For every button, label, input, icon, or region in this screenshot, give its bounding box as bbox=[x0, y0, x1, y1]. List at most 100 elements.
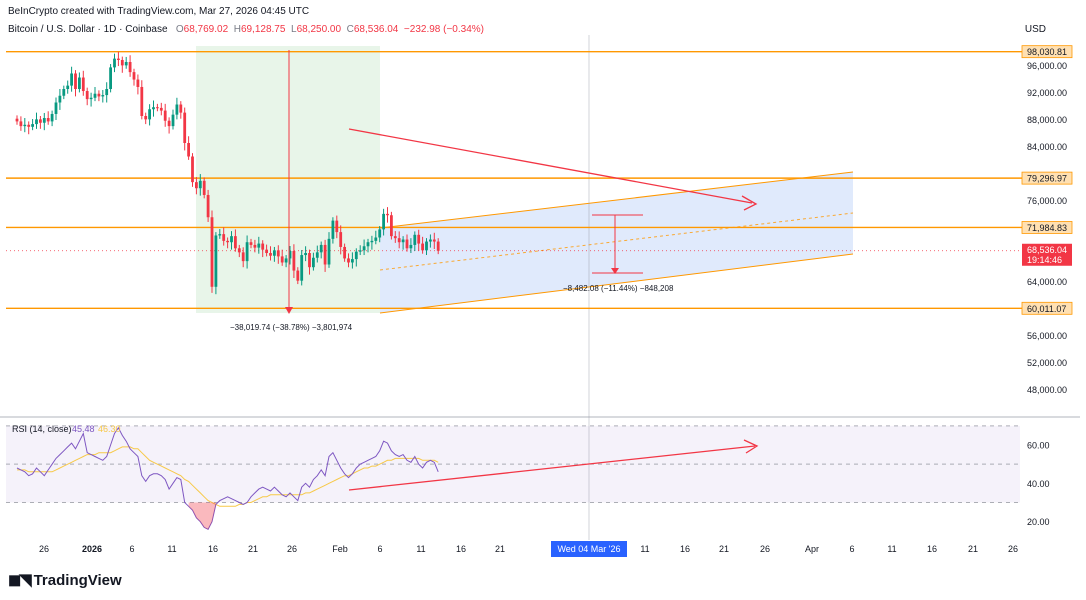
candle-body bbox=[15, 118, 19, 122]
rsi-trend-arrowhead bbox=[743, 439, 759, 454]
candle-body bbox=[144, 116, 148, 120]
candle-body bbox=[214, 235, 218, 287]
candle-body bbox=[378, 229, 382, 238]
candle-body bbox=[109, 67, 112, 89]
candle-body bbox=[245, 242, 249, 262]
candle-body bbox=[210, 217, 214, 287]
candle-body bbox=[319, 244, 323, 253]
candle-body bbox=[335, 220, 339, 233]
time-axis-tick: 2026 bbox=[82, 544, 102, 554]
candle-body bbox=[159, 107, 163, 111]
measure-range-arrowhead bbox=[611, 268, 619, 274]
candle-body bbox=[300, 255, 304, 281]
rsi-trend-arrow bbox=[348, 445, 756, 491]
crosshair-date-label: Wed 04 Mar '26 bbox=[557, 544, 620, 554]
rsi-legend-title: RSI (14, close) bbox=[12, 424, 72, 434]
candle-body bbox=[105, 89, 109, 96]
time-axis-tick: Feb bbox=[332, 544, 348, 554]
time-axis-tick: 21 bbox=[719, 544, 729, 554]
candle-body bbox=[97, 93, 101, 97]
candle-body bbox=[218, 234, 222, 236]
candle-body bbox=[374, 237, 378, 241]
candle-body bbox=[198, 180, 202, 189]
candle-body bbox=[54, 102, 58, 114]
time-axis-tick: 6 bbox=[129, 544, 134, 554]
candle-body bbox=[187, 143, 190, 157]
time-axis-tick: 21 bbox=[248, 544, 258, 554]
chart-credit: BeInCrypto created with TradingView.com,… bbox=[8, 6, 310, 17]
last-price-label: 68,536.04 bbox=[1027, 245, 1067, 255]
time-axis-tick: 16 bbox=[927, 544, 937, 554]
open-value: 68,769.02 bbox=[183, 24, 229, 35]
candle-body bbox=[432, 239, 436, 242]
time-axis-tick: Apr bbox=[805, 544, 819, 554]
channel-mid-line bbox=[379, 212, 854, 271]
time-axis-tick: 11 bbox=[887, 544, 896, 554]
candle-body bbox=[315, 252, 319, 258]
candle-body bbox=[152, 107, 155, 110]
channel-lower-line bbox=[379, 253, 854, 314]
tradingview-logo[interactable]: ◼◥ TradingView bbox=[8, 570, 122, 590]
candle-body bbox=[81, 77, 85, 92]
currency-label: USD bbox=[1024, 24, 1046, 35]
price-level-badge bbox=[1021, 45, 1073, 59]
candle-body bbox=[323, 244, 327, 265]
last-price-countdown: 19:14:46 bbox=[1027, 255, 1062, 265]
candle-body bbox=[405, 239, 409, 249]
candle-body bbox=[171, 114, 175, 127]
candle-body bbox=[304, 253, 307, 256]
open-label: O bbox=[175, 24, 184, 35]
candle-body bbox=[113, 58, 116, 68]
candle-body bbox=[358, 250, 362, 252]
candle-body bbox=[195, 182, 198, 189]
candle-body bbox=[386, 213, 389, 216]
candle-body bbox=[179, 104, 183, 113]
time-axis-tick: 26 bbox=[760, 544, 770, 554]
change-value: −232.98 (−0.34%) bbox=[403, 24, 484, 35]
symbol-title[interactable]: Bitcoin / U.S. Dollar · 1D · Coinbase bbox=[8, 24, 168, 35]
time-axis-tick: 11 bbox=[167, 544, 176, 554]
candle-body bbox=[70, 73, 73, 86]
candle-body bbox=[253, 244, 257, 248]
price-level-label: 79,296.97 bbox=[1027, 174, 1067, 184]
candle-body bbox=[202, 180, 206, 195]
candles-group bbox=[15, 51, 440, 295]
price-level-badge bbox=[1021, 301, 1073, 315]
candle-body bbox=[58, 95, 62, 103]
price-axis-tick: 64,000.00 bbox=[1027, 277, 1067, 287]
high-value: 69,128.75 bbox=[240, 24, 286, 35]
rsi-legend-value: 45.48 bbox=[72, 424, 95, 434]
ohlc-legend: Bitcoin / U.S. Dollar · 1D · Coinbase O6… bbox=[8, 24, 484, 35]
candle-body bbox=[417, 234, 421, 244]
price-axis-tick: 52,000.00 bbox=[1027, 358, 1067, 368]
candle-body bbox=[89, 97, 93, 100]
candle-body bbox=[397, 238, 401, 243]
candle-body bbox=[331, 220, 335, 239]
candle-body bbox=[156, 107, 159, 109]
measure-drop-arrowhead bbox=[285, 307, 293, 314]
candle-body bbox=[46, 118, 50, 122]
candle-body bbox=[19, 121, 23, 127]
price-axis-tick: 56,000.00 bbox=[1027, 331, 1067, 341]
time-axis-tick: 11 bbox=[416, 544, 425, 554]
rsi-ma-line bbox=[17, 446, 439, 507]
candle-body bbox=[421, 243, 424, 251]
rsi-ma-legend-value: 46.30 bbox=[98, 424, 121, 434]
rsi-axis-tick: 40.00 bbox=[1027, 479, 1050, 489]
candle-body bbox=[413, 234, 417, 245]
candle-body bbox=[74, 73, 77, 89]
candle-body bbox=[31, 124, 34, 127]
candle-body bbox=[280, 256, 284, 263]
candle-body bbox=[191, 156, 194, 183]
channel-upper-line bbox=[379, 171, 854, 229]
candle-body bbox=[132, 72, 136, 80]
candle-body bbox=[288, 251, 292, 259]
price-axis-tick: 84,000.00 bbox=[1027, 142, 1067, 152]
candle-body bbox=[120, 59, 124, 66]
candle-body bbox=[234, 236, 237, 249]
price-trend-arrow bbox=[348, 128, 753, 204]
candle-body bbox=[347, 258, 350, 263]
close-value: 68,536.04 bbox=[353, 24, 399, 35]
price-axis-tick: 48,000.00 bbox=[1027, 385, 1067, 395]
